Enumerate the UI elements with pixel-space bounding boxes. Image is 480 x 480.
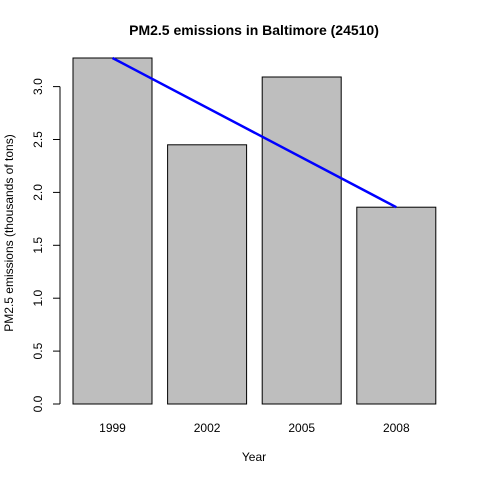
trend-line <box>111 56 397 209</box>
bar-1999 <box>72 57 153 405</box>
x-tick-label-1999: 1999 <box>99 421 126 435</box>
trend-line-group <box>111 56 397 209</box>
y-tick-label: 1.0 <box>31 290 45 307</box>
y-tick-label: 3.0 <box>31 78 45 95</box>
x-tick-label-2005: 2005 <box>288 421 315 435</box>
y-tick-label: 0.5 <box>31 342 45 359</box>
bar-2005 <box>261 76 342 405</box>
x-axis-label: Year <box>242 450 266 464</box>
x-tick-labels: 1999 2002 2005 2008 <box>99 421 410 435</box>
bar-2008 <box>356 206 437 405</box>
y-tick-label: 0.0 <box>31 395 45 412</box>
x-tick-label-2002: 2002 <box>194 421 221 435</box>
chart-title: PM2.5 emissions in Baltimore (24510) <box>129 22 379 38</box>
y-axis-label: PM2.5 emissions (thousands of tons) <box>2 134 16 331</box>
bars <box>72 57 437 405</box>
y-tick-label: 2.5 <box>31 131 45 148</box>
y-tick-label: 1.5 <box>31 237 45 254</box>
y-axis: 0.0 0.5 1.0 1.5 2.0 2.5 3.0 <box>31 78 61 412</box>
x-tick-label-2008: 2008 <box>383 421 410 435</box>
bar-2002 <box>167 144 248 405</box>
y-tick-label: 2.0 <box>31 184 45 201</box>
